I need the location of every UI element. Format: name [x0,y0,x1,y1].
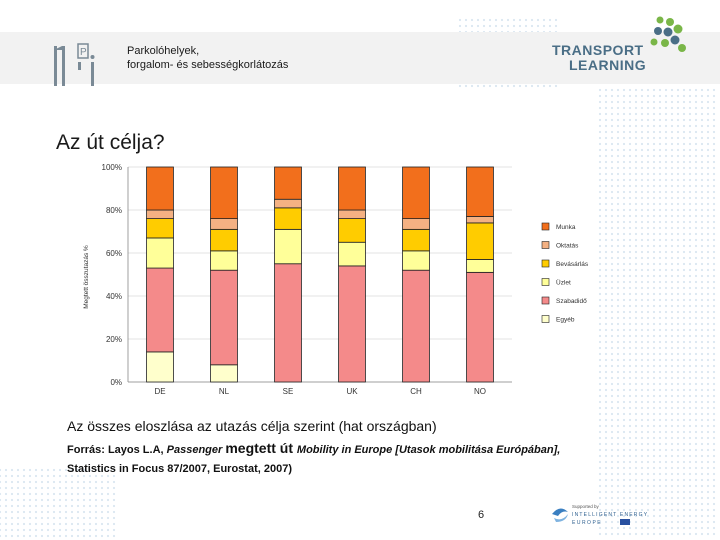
bar-segment-nl [210,250,238,271]
chart-gridlines [127,166,512,383]
legend-label: Oktatás [556,243,579,250]
header-title-line1: Parkolóhelyek, [127,45,200,57]
footer-logo-line2: INTELLIGENT ENERGY [572,512,648,518]
chart-caption: Az összes eloszlása az utazás célja szer… [67,418,437,434]
bar-segment-uk [338,166,366,211]
x-tick-label: DE [154,387,165,396]
bar-segment-de [146,237,174,269]
bar-segment-nl [210,218,238,230]
slide-title: Az út célja? [56,131,165,154]
svg-text:P: P [80,47,87,58]
header-title: Parkolóhelyek, forgalom- és sebességkorl… [127,44,288,72]
y-tick-label: 0% [110,378,122,387]
bar-segment-nl [210,166,238,219]
legend-swatch [541,278,550,286]
footer-logo-line1: Supported by [572,504,600,509]
page-number: 6 [478,509,485,521]
chart-legend: Munka Oktatás Bevásárlás Üzlet Szabadidő Egyé… [541,222,588,324]
x-tick-label: UK [346,387,358,396]
legend-swatch [541,296,550,305]
bar-segment-nl [210,269,238,366]
bar-segment-de [146,351,174,383]
y-tick-label: 60% [106,249,122,258]
chart-x-ticks: DE NL SE UK CH NO [154,387,486,396]
legend-label: Egyéb [556,317,575,324]
one-p-logo-icon: P [54,43,95,86]
bar-segment-ch [402,218,430,230]
bar-segment-nl [210,364,238,383]
footer-logo-line3: EUROPE [572,520,602,526]
stacked-bar-chart: 0% 20% 40% 60% 80% 100% DE NL SE UK CH NO Munka Okt… [82,157,588,407]
source-part2: Passenger [166,444,226,456]
chart-y-ticks: 0% 20% 40% 60% 80% 100% [102,163,122,387]
bar-segment-uk [338,241,366,267]
bar-segment-de [146,267,174,353]
bar-segment-ch [402,166,430,219]
source-part4: Mobility in Europe [Utasok mobilitása Eu… [296,444,561,456]
bar-segment-uk [338,265,366,383]
bar-segment-de [146,218,174,239]
x-tick-label: NL [219,387,230,396]
bar-segment-no [466,222,494,260]
bar-segment-uk [338,218,366,243]
legend-label: Szabadidő [556,298,587,305]
header-band [0,32,720,84]
source-citation: Forrás: Layos L.A, Passenger megtett út … [67,439,687,479]
legend-label: Munka [556,224,576,231]
bar-segment-no [466,166,494,217]
intelligent-energy-europe-logo-icon: Supported by INTELLIGENT ENERGY EUROPE [552,504,648,526]
legend-swatch [541,241,550,249]
bar-segment-se [274,263,302,383]
bar-segment-ch [402,269,430,383]
chart-bars [146,166,494,383]
bar-segment-nl [210,228,238,252]
eu-flag-icon [620,519,630,525]
transport-learning-logo-icon [650,16,686,52]
legend-swatch [541,222,550,231]
y-tick-label: 40% [106,292,122,301]
chart-y-axis-label: Megtett összutazás % [83,245,90,309]
source-part3: megtett út [225,440,297,456]
bar-segment-no [466,271,494,383]
bar-segment-ch [402,228,430,252]
brand-line2: LEARNING [569,57,647,73]
bar-segment-no [466,259,494,273]
source-line2: Statistics in Focus 87/2007, Eurostat, 2… [67,463,292,475]
bar-segment-se [274,166,302,200]
x-tick-label: SE [283,387,294,396]
legend-label: Üzlet [556,279,571,287]
legend-swatch [541,259,550,268]
bar-segment-de [146,166,174,211]
x-tick-label: CH [410,387,422,396]
bar-segment-ch [402,250,430,271]
bar-segment-se [274,228,302,265]
bar-segment-uk [338,209,366,219]
bar-segment-de [146,209,174,219]
brand-line1: TRANSPORT [552,42,644,58]
header-title-line2: forgalom- és sebességkorlátozás [127,59,289,71]
bar-segment-se [274,198,302,209]
y-tick-label: 100% [102,163,122,172]
legend-swatch [541,315,550,323]
y-tick-label: 80% [106,206,122,215]
bar-segment-no [466,216,494,224]
y-tick-label: 20% [106,335,122,344]
legend-label: Bevásárlás [556,261,588,268]
bar-segment-se [274,207,302,230]
x-tick-label: NO [474,387,486,396]
source-part1: Forrás: Layos L.A, [67,444,167,456]
